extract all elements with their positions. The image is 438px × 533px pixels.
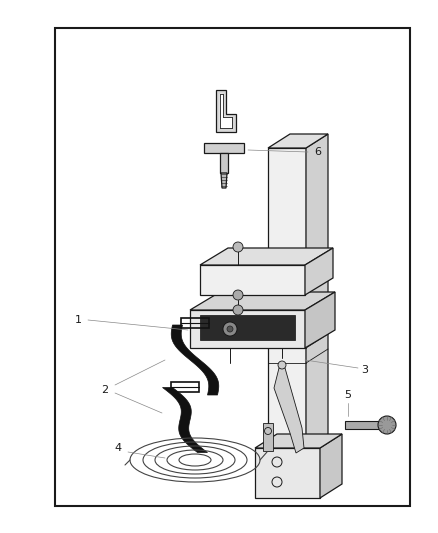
Polygon shape bbox=[221, 173, 227, 188]
Circle shape bbox=[223, 322, 237, 336]
Polygon shape bbox=[255, 448, 320, 498]
Polygon shape bbox=[220, 153, 228, 173]
Text: 5: 5 bbox=[345, 390, 352, 400]
Polygon shape bbox=[171, 325, 219, 395]
Text: 3: 3 bbox=[361, 365, 368, 375]
Text: 4: 4 bbox=[114, 443, 122, 453]
Polygon shape bbox=[345, 421, 383, 429]
Polygon shape bbox=[268, 134, 328, 148]
Polygon shape bbox=[204, 143, 244, 153]
Circle shape bbox=[233, 290, 243, 300]
Polygon shape bbox=[305, 248, 333, 295]
Polygon shape bbox=[268, 148, 306, 448]
Text: 2: 2 bbox=[102, 385, 109, 395]
Bar bbox=[55, 28, 410, 506]
Text: 1: 1 bbox=[74, 315, 81, 325]
Text: 6: 6 bbox=[314, 147, 321, 157]
Circle shape bbox=[278, 361, 286, 369]
Polygon shape bbox=[274, 368, 304, 453]
Circle shape bbox=[378, 416, 396, 434]
Polygon shape bbox=[200, 248, 333, 265]
Polygon shape bbox=[162, 387, 208, 453]
Polygon shape bbox=[216, 90, 236, 132]
Circle shape bbox=[233, 305, 243, 315]
Circle shape bbox=[233, 242, 243, 252]
Polygon shape bbox=[306, 134, 328, 448]
Circle shape bbox=[227, 326, 233, 332]
Polygon shape bbox=[200, 315, 295, 340]
Polygon shape bbox=[263, 423, 273, 451]
Polygon shape bbox=[305, 292, 335, 348]
Polygon shape bbox=[255, 434, 342, 448]
Polygon shape bbox=[220, 94, 232, 128]
Polygon shape bbox=[200, 265, 305, 295]
Polygon shape bbox=[190, 292, 335, 310]
Polygon shape bbox=[320, 434, 342, 498]
Polygon shape bbox=[190, 310, 305, 348]
